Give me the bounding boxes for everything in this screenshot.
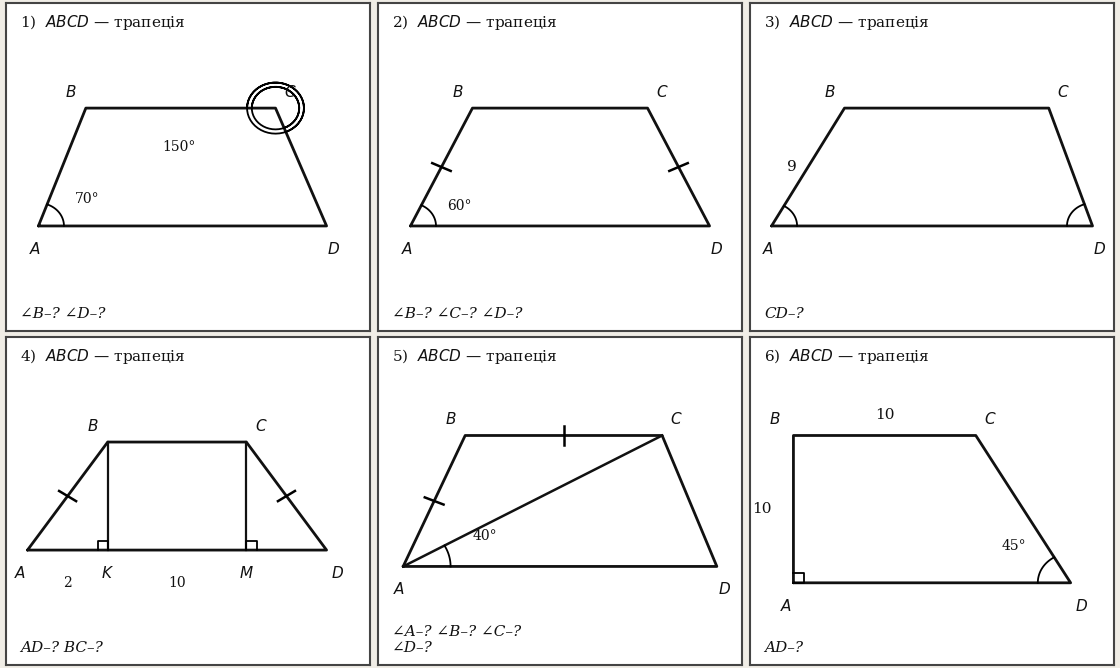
Text: $D$: $D$ <box>710 241 724 257</box>
Text: $D$: $D$ <box>1093 241 1107 257</box>
Text: 2)  $ABCD$ — трапеція: 2) $ABCD$ — трапеція <box>392 13 558 32</box>
Text: $B$: $B$ <box>445 411 456 427</box>
Text: 5)  $ABCD$ — трапеція: 5) $ABCD$ — трапеція <box>392 347 558 366</box>
Text: CD–?: CD–? <box>764 307 804 321</box>
Text: $B$: $B$ <box>452 84 464 100</box>
Text: ∠A–? ∠B–? ∠C–?
∠D–?: ∠A–? ∠B–? ∠C–? ∠D–? <box>392 625 521 655</box>
Text: ∠B–? ∠C–? ∠D–?: ∠B–? ∠C–? ∠D–? <box>392 307 523 321</box>
Text: 6)  $ABCD$ — трапеція: 6) $ABCD$ — трапеція <box>764 347 930 366</box>
Text: $A$: $A$ <box>15 565 26 581</box>
Text: 150°: 150° <box>162 140 196 154</box>
Text: $A$: $A$ <box>762 241 774 257</box>
Text: 60°: 60° <box>447 198 472 212</box>
Text: $C$: $C$ <box>656 84 669 100</box>
Text: 70°: 70° <box>75 192 100 206</box>
Text: 4)  $ABCD$ — трапеція: 4) $ABCD$ — трапеція <box>20 347 186 366</box>
Text: $M$: $M$ <box>239 565 254 581</box>
Text: $B$: $B$ <box>824 84 836 100</box>
Text: 1)  $ABCD$ — трапеція: 1) $ABCD$ — трапеція <box>20 13 186 32</box>
Text: $D$: $D$ <box>1075 598 1089 614</box>
Text: $K$: $K$ <box>101 565 114 581</box>
Text: $C$: $C$ <box>283 84 297 100</box>
Text: $A$: $A$ <box>29 241 41 257</box>
Text: $D$: $D$ <box>327 241 340 257</box>
Text: $A$: $A$ <box>401 241 413 257</box>
Text: 45°: 45° <box>1001 539 1026 553</box>
Text: $C$: $C$ <box>254 418 268 434</box>
Text: AD–?: AD–? <box>764 641 803 655</box>
Text: 10: 10 <box>168 576 186 591</box>
Text: $D$: $D$ <box>332 565 344 581</box>
Text: AD–? BC–?: AD–? BC–? <box>20 641 103 655</box>
Text: $D$: $D$ <box>718 581 730 597</box>
Text: 40°: 40° <box>473 529 497 543</box>
Text: 9: 9 <box>786 160 796 174</box>
Text: $C$: $C$ <box>1057 84 1070 100</box>
Text: $A$: $A$ <box>393 581 405 597</box>
Text: $C$: $C$ <box>984 411 997 427</box>
Text: ∠B–? ∠D–?: ∠B–? ∠D–? <box>20 307 105 321</box>
Text: $B$: $B$ <box>87 418 99 434</box>
Text: $C$: $C$ <box>671 411 683 427</box>
Text: 10: 10 <box>752 502 772 516</box>
Text: $A$: $A$ <box>780 598 792 614</box>
Text: 3)  $ABCD$ — трапеція: 3) $ABCD$ — трапеція <box>764 13 930 32</box>
Text: $B$: $B$ <box>769 411 781 427</box>
Text: $B$: $B$ <box>65 84 77 100</box>
Text: 2: 2 <box>63 576 72 591</box>
Text: 10: 10 <box>875 408 895 422</box>
